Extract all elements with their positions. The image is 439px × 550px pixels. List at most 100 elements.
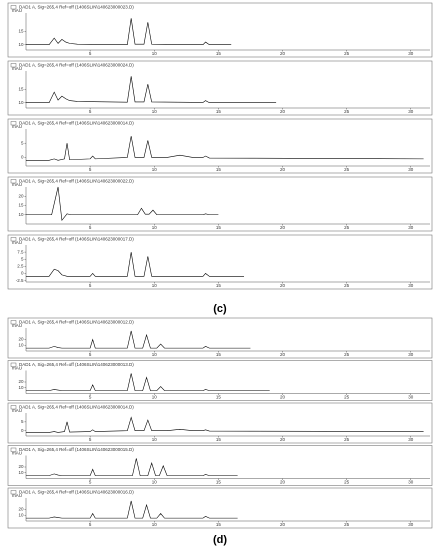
x-tick-label: 30 bbox=[408, 225, 414, 230]
legend-label: DAD1 A, Sig=265,4 Ref=off (1406SLIN\1406… bbox=[19, 362, 134, 367]
x-tick-label: 20 bbox=[280, 109, 286, 114]
x-tick-label: 10 bbox=[152, 522, 158, 527]
legend-box bbox=[10, 237, 17, 242]
trace bbox=[26, 416, 424, 433]
y-axis-label: mAU bbox=[12, 8, 22, 13]
x-tick-label: 10 bbox=[152, 437, 158, 442]
y-axis-label: mAU bbox=[12, 124, 22, 129]
x-tick-label: 15 bbox=[216, 51, 222, 56]
y-axis-label: mAU bbox=[12, 493, 22, 498]
trace bbox=[26, 373, 270, 391]
legend-label: DAD1 A, Sig=265,4 Ref=off (1406SLIN\1406… bbox=[19, 237, 134, 242]
x-tick-label: 25 bbox=[344, 395, 350, 400]
legend-box bbox=[10, 63, 17, 68]
x-tick-label: 5 bbox=[89, 51, 92, 56]
legend-box bbox=[10, 490, 17, 495]
trace bbox=[26, 500, 238, 519]
panel-frame bbox=[7, 360, 433, 401]
legend-label: DAD1 A, Sig=265,4 Ref=off (1406SLIN\1406… bbox=[19, 121, 134, 126]
x-tick-label: 30 bbox=[408, 283, 414, 288]
x-tick-label: 25 bbox=[344, 283, 350, 288]
x-tick-label: 25 bbox=[344, 225, 350, 230]
x-tick-label: 15 bbox=[216, 167, 222, 172]
x-tick-label: 15 bbox=[216, 437, 222, 442]
legend-label: DAD1 A, Sig=265,4 Ref=off (1406SLIN\1406… bbox=[19, 5, 134, 10]
y-tick-label: 10 bbox=[18, 100, 24, 105]
y-tick-label: 10 bbox=[18, 42, 24, 47]
y-tick-label: 10 bbox=[18, 342, 24, 347]
panel-frame bbox=[7, 234, 433, 290]
panel-frame bbox=[7, 445, 433, 486]
x-tick-label: 10 bbox=[152, 283, 158, 288]
y-tick-label: 20 bbox=[18, 507, 24, 512]
x-tick-label: 30 bbox=[408, 437, 414, 442]
panel-frame bbox=[7, 60, 433, 116]
x-tick-label: 20 bbox=[280, 51, 286, 56]
panel-frame bbox=[7, 2, 433, 58]
x-tick-label: 25 bbox=[344, 51, 350, 56]
x-tick-label: 20 bbox=[280, 225, 286, 230]
x-tick-label: 20 bbox=[280, 437, 286, 442]
y-tick-label: 0 bbox=[21, 428, 24, 433]
y-tick-label: 10 bbox=[18, 385, 24, 390]
legend-box bbox=[10, 121, 17, 126]
y-tick-label: 15 bbox=[18, 203, 24, 208]
y-tick-label: 5 bbox=[21, 419, 24, 424]
legend-box bbox=[10, 179, 17, 184]
trace bbox=[26, 252, 245, 277]
x-tick-label: 15 bbox=[216, 109, 222, 114]
y-tick-label: 0 bbox=[21, 271, 24, 276]
x-tick-label: 5 bbox=[89, 437, 92, 442]
legend-box bbox=[10, 362, 17, 367]
y-tick-label: 0 bbox=[21, 155, 24, 160]
x-tick-label: 15 bbox=[216, 225, 222, 230]
x-tick-label: 25 bbox=[344, 167, 350, 172]
x-tick-label: 10 bbox=[152, 109, 158, 114]
x-tick-label: 15 bbox=[216, 352, 222, 357]
legend-box bbox=[10, 405, 17, 410]
x-tick-label: 30 bbox=[408, 51, 414, 56]
x-tick-label: 15 bbox=[216, 480, 222, 485]
x-tick-label: 5 bbox=[89, 480, 92, 485]
y-tick-label: 20 bbox=[18, 379, 24, 384]
x-tick-label: 30 bbox=[408, 480, 414, 485]
y-axis-label: mAU bbox=[12, 323, 22, 328]
x-tick-label: 30 bbox=[408, 395, 414, 400]
x-tick-label: 25 bbox=[344, 437, 350, 442]
x-tick-label: 10 bbox=[152, 225, 158, 230]
x-tick-label: 20 bbox=[280, 480, 286, 485]
legend-label: DAD1 A, Sig=265,4 Ref=off (1406SLIN\1406… bbox=[19, 320, 134, 325]
x-tick-label: 10 bbox=[152, 51, 158, 56]
y-tick-label: 20 bbox=[18, 464, 24, 469]
y-tick-label: 5 bbox=[21, 256, 24, 261]
y-tick-label: 15 bbox=[18, 29, 24, 34]
panel-frame bbox=[7, 118, 433, 174]
legend-label: DAD1 A, Sig=265,4 Ref=off (1406SLIN\1406… bbox=[19, 447, 134, 452]
x-tick-label: 25 bbox=[344, 352, 350, 357]
x-tick-label: 20 bbox=[280, 167, 286, 172]
caption: (c) bbox=[213, 303, 227, 315]
x-tick-label: 10 bbox=[152, 352, 158, 357]
y-tick-label: -2.5 bbox=[16, 278, 24, 283]
y-tick-label: 10 bbox=[18, 470, 24, 475]
x-tick-label: 20 bbox=[280, 522, 286, 527]
x-tick-label: 10 bbox=[152, 395, 158, 400]
x-tick-label: 25 bbox=[344, 522, 350, 527]
x-tick-label: 25 bbox=[344, 480, 350, 485]
y-axis-label: mAU bbox=[12, 408, 22, 413]
y-tick-label: 20 bbox=[18, 337, 24, 342]
panel-frame bbox=[7, 317, 433, 359]
panel-frame bbox=[7, 176, 433, 232]
panel-frame bbox=[7, 402, 433, 444]
y-tick-label: 20 bbox=[18, 193, 24, 198]
legend-label: DAD1 A, Sig=265,4 Ref=off (1406SLIN\1406… bbox=[19, 179, 134, 184]
x-tick-label: 15 bbox=[216, 395, 222, 400]
y-axis-label: mAU bbox=[12, 366, 22, 371]
x-tick-label: 30 bbox=[408, 352, 414, 357]
y-tick-label: 10 bbox=[18, 212, 24, 217]
x-tick-label: 5 bbox=[89, 225, 92, 230]
trace bbox=[26, 458, 238, 476]
y-axis-label: mAU bbox=[12, 240, 22, 245]
y-tick-label: 10 bbox=[18, 512, 24, 517]
